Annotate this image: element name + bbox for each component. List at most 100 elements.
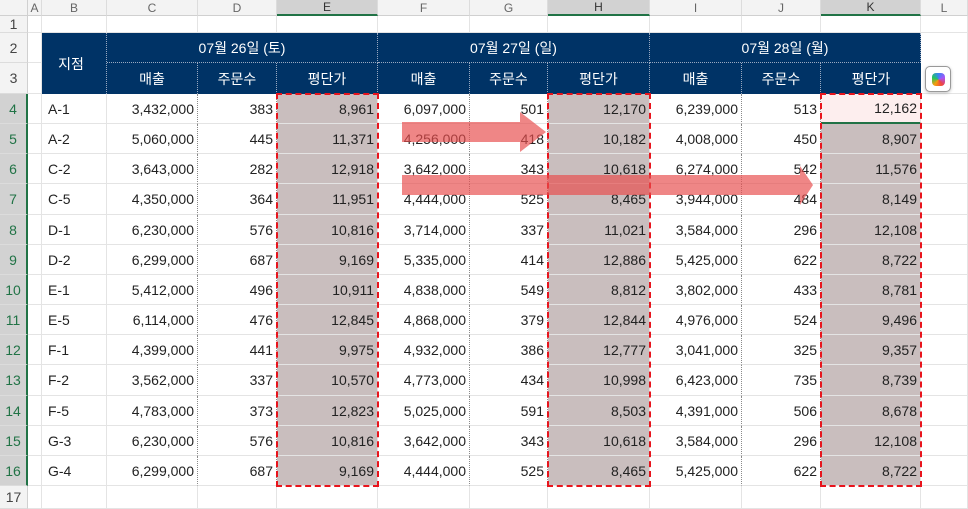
cell[interactable] [277, 16, 378, 33]
data-cell[interactable]: 337 [198, 365, 277, 396]
data-cell[interactable]: 576 [198, 215, 277, 245]
branch-cell[interactable]: D-2 [42, 245, 107, 275]
cell[interactable] [28, 396, 42, 426]
data-cell[interactable]: 4,976,000 [650, 305, 742, 335]
data-cell[interactable]: 12,844 [548, 305, 650, 335]
data-cell[interactable]: 433 [742, 275, 821, 305]
data-cell[interactable]: 12,108 [821, 426, 921, 456]
data-cell[interactable]: 364 [198, 184, 277, 215]
data-cell[interactable]: 5,425,000 [650, 456, 742, 486]
data-cell[interactable]: 4,008,000 [650, 124, 742, 154]
data-cell[interactable]: 10,816 [277, 426, 378, 456]
row-header-12[interactable]: 12 [0, 335, 28, 365]
cell[interactable] [107, 486, 198, 509]
data-cell[interactable]: 445 [198, 124, 277, 154]
data-cell[interactable]: 9,169 [277, 456, 378, 486]
data-cell[interactable]: 5,025,000 [378, 396, 470, 426]
row-header-16[interactable]: 16 [0, 456, 28, 486]
row-header-10[interactable]: 10 [0, 275, 28, 305]
cell[interactable] [921, 426, 968, 456]
data-cell[interactable]: 6,423,000 [650, 365, 742, 396]
sub-header[interactable]: 주문수 [742, 63, 821, 94]
data-cell[interactable]: 8,465 [548, 456, 650, 486]
cell[interactable] [198, 486, 277, 509]
cell[interactable] [921, 215, 968, 245]
data-cell[interactable]: 12,886 [548, 245, 650, 275]
data-cell[interactable]: 450 [742, 124, 821, 154]
branch-cell[interactable]: E-1 [42, 275, 107, 305]
column-header-E[interactable]: E [277, 0, 378, 16]
data-cell[interactable]: 11,576 [821, 154, 921, 184]
cell[interactable] [28, 426, 42, 456]
data-cell[interactable]: 343 [470, 426, 548, 456]
row-header-9[interactable]: 9 [0, 245, 28, 275]
data-cell[interactable]: 4,399,000 [107, 335, 198, 365]
cell[interactable] [378, 16, 470, 33]
column-header-J[interactable]: J [742, 0, 821, 16]
cell[interactable] [921, 154, 968, 184]
data-cell[interactable]: 4,256,000 [378, 124, 470, 154]
branch-cell[interactable]: C-5 [42, 184, 107, 215]
data-cell[interactable]: 484 [742, 184, 821, 215]
data-cell[interactable]: 591 [470, 396, 548, 426]
data-cell[interactable]: 9,357 [821, 335, 921, 365]
data-cell[interactable]: 8,739 [821, 365, 921, 396]
data-cell[interactable]: 10,911 [277, 275, 378, 305]
data-cell[interactable]: 418 [470, 124, 548, 154]
data-cell[interactable]: 3,432,000 [107, 94, 198, 124]
column-header-L[interactable]: L [921, 0, 968, 16]
cell[interactable] [742, 486, 821, 509]
cell[interactable] [921, 396, 968, 426]
branch-cell[interactable]: G-4 [42, 456, 107, 486]
sub-header[interactable]: 매출 [650, 63, 742, 94]
cell[interactable] [921, 184, 968, 215]
data-cell[interactable]: 6,097,000 [378, 94, 470, 124]
data-cell[interactable]: 4,783,000 [107, 396, 198, 426]
column-header-H[interactable]: H [548, 0, 650, 16]
row-header-8[interactable]: 8 [0, 215, 28, 245]
data-cell[interactable]: 3,642,000 [378, 426, 470, 456]
data-cell[interactable]: 3,643,000 [107, 154, 198, 184]
data-cell[interactable]: 11,951 [277, 184, 378, 215]
data-cell[interactable]: 4,350,000 [107, 184, 198, 215]
data-cell[interactable]: 386 [470, 335, 548, 365]
column-header-C[interactable]: C [107, 0, 198, 16]
cell[interactable] [821, 486, 921, 509]
date-group-header[interactable]: 07월 28일 (월) [650, 33, 921, 63]
data-cell[interactable]: 12,777 [548, 335, 650, 365]
sub-header[interactable]: 주문수 [198, 63, 277, 94]
cell[interactable] [548, 16, 650, 33]
data-cell[interactable]: 5,412,000 [107, 275, 198, 305]
data-cell[interactable]: 282 [198, 154, 277, 184]
data-cell[interactable]: 296 [742, 426, 821, 456]
cell[interactable] [921, 245, 968, 275]
data-cell[interactable]: 12,108 [821, 215, 921, 245]
cell[interactable] [107, 16, 198, 33]
data-cell[interactable]: 4,868,000 [378, 305, 470, 335]
data-cell[interactable]: 11,021 [548, 215, 650, 245]
data-cell[interactable]: 8,722 [821, 245, 921, 275]
data-cell[interactable]: 8,812 [548, 275, 650, 305]
data-cell[interactable]: 6,299,000 [107, 456, 198, 486]
data-cell[interactable]: 10,618 [548, 154, 650, 184]
data-cell[interactable]: 6,299,000 [107, 245, 198, 275]
cell[interactable] [42, 16, 107, 33]
row-header-7[interactable]: 7 [0, 184, 28, 215]
cell[interactable] [198, 16, 277, 33]
cell[interactable] [921, 124, 968, 154]
branch-cell[interactable]: F-2 [42, 365, 107, 396]
row-header-2[interactable]: 2 [0, 33, 28, 63]
data-cell[interactable]: 8,503 [548, 396, 650, 426]
data-cell[interactable]: 513 [742, 94, 821, 124]
row-header-15[interactable]: 15 [0, 426, 28, 456]
cell[interactable] [921, 486, 968, 509]
data-cell[interactable]: 10,816 [277, 215, 378, 245]
cell[interactable] [28, 245, 42, 275]
branch-cell[interactable]: E-5 [42, 305, 107, 335]
data-cell[interactable]: 8,678 [821, 396, 921, 426]
data-cell[interactable]: 496 [198, 275, 277, 305]
data-cell[interactable]: 3,642,000 [378, 154, 470, 184]
data-cell[interactable]: 10,182 [548, 124, 650, 154]
column-header-B[interactable]: B [42, 0, 107, 16]
branch-cell[interactable]: A-1 [42, 94, 107, 124]
